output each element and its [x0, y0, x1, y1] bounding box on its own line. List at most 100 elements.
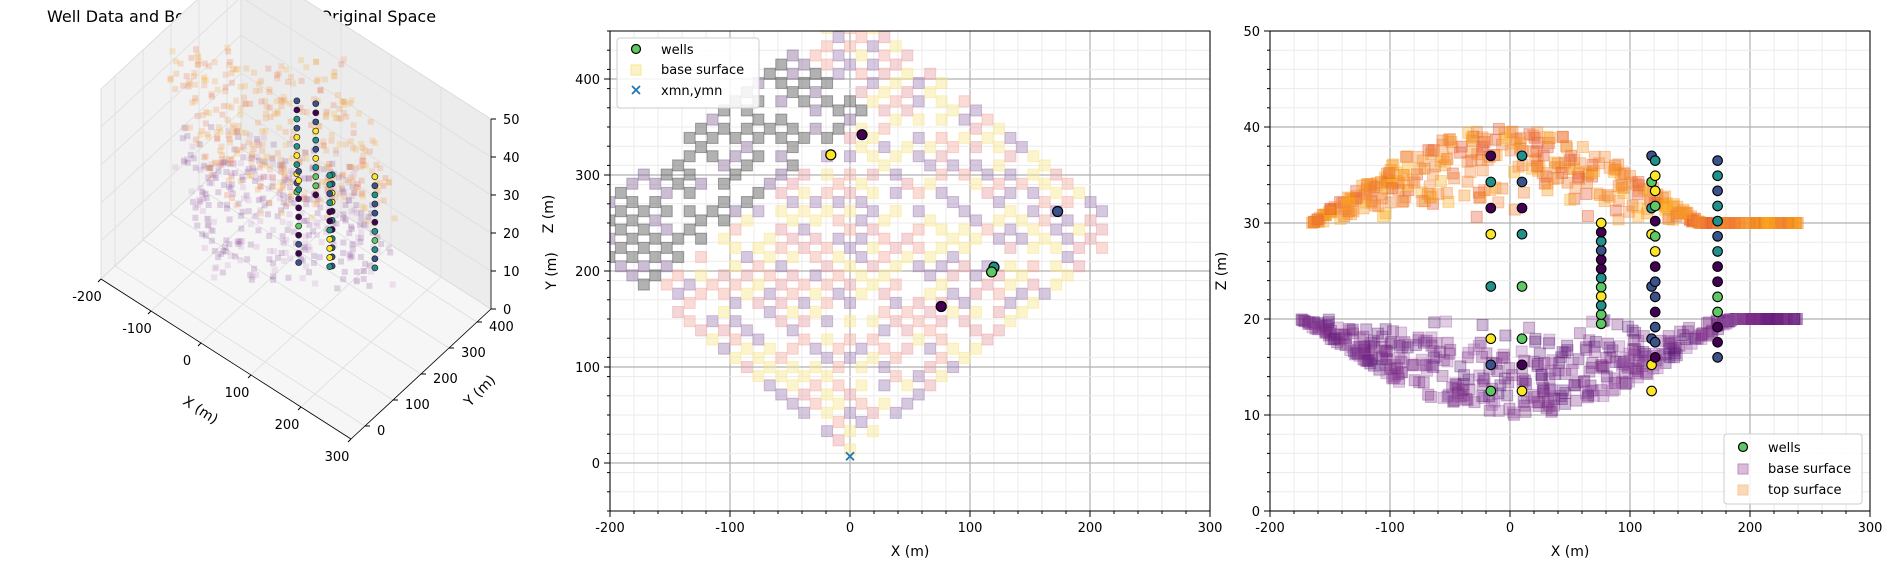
base-surface-marker [1365, 353, 1378, 366]
top-surface-marker [332, 115, 339, 122]
top-surface-marker [1568, 153, 1581, 166]
top-surface-marker [222, 84, 229, 91]
top-surface-marker [281, 171, 288, 178]
top-surface-marker [1386, 182, 1399, 195]
base-surface-marker [1784, 313, 1797, 325]
base-surface-marker [1050, 223, 1063, 236]
base-surface-marker [912, 388, 925, 401]
top-surface-marker [207, 165, 214, 172]
base-surface-marker [695, 269, 708, 282]
base-surface-marker [786, 122, 799, 135]
top-surface-marker [1399, 191, 1412, 204]
base-surface-marker [935, 223, 948, 236]
base-surface-marker [637, 205, 650, 218]
top-surface-marker [1426, 197, 1439, 210]
top-surface-marker [1397, 195, 1410, 208]
top-surface-marker [287, 73, 294, 80]
top-surface-marker [1687, 214, 1700, 227]
grid-line [100, 110, 492, 272]
base-surface-marker [353, 268, 360, 275]
base-surface-marker [232, 169, 239, 176]
base-surface-marker [992, 196, 1005, 209]
base-surface-marker [223, 248, 230, 255]
base-surface-marker [1395, 326, 1408, 339]
base-surface-marker [1424, 390, 1437, 403]
base-surface-marker [912, 315, 925, 328]
base-surface-marker [958, 241, 971, 254]
base-surface-marker [1344, 324, 1357, 337]
top-surface-marker [1632, 175, 1645, 188]
top-surface-marker [183, 125, 190, 132]
base-surface-marker [821, 76, 834, 89]
base-surface-marker [970, 287, 983, 300]
well-marker [295, 177, 302, 184]
base-surface-marker [1365, 336, 1378, 349]
top-surface-marker [359, 203, 366, 210]
base-surface-marker [763, 269, 776, 282]
base-surface-marker [287, 140, 294, 147]
base-surface-marker [349, 246, 356, 253]
base-surface-marker [1753, 313, 1766, 325]
base-surface-marker [1515, 345, 1528, 358]
base-surface-marker [1555, 351, 1568, 364]
base-surface-marker [1561, 339, 1574, 352]
base-surface-marker [237, 257, 244, 264]
base-surface-marker [1772, 313, 1785, 325]
base-surface-marker [224, 205, 231, 212]
base-surface-marker [855, 104, 868, 117]
base-surface-marker [187, 151, 194, 158]
base-surface-marker [878, 269, 891, 282]
base-surface-marker [992, 324, 1005, 337]
base-surface-marker [346, 251, 353, 258]
base-surface-marker [1784, 313, 1797, 325]
well-marker [1595, 263, 1607, 275]
base-surface-marker [786, 141, 799, 154]
well-marker [295, 250, 302, 257]
top-surface-marker [213, 106, 220, 113]
base-surface-marker [786, 269, 799, 282]
well-marker [985, 266, 998, 278]
base-surface-marker [1622, 361, 1635, 374]
top-surface-marker [1746, 217, 1759, 229]
base-surface-marker [1668, 344, 1681, 357]
top-surface-marker [201, 74, 208, 81]
base-surface-marker [231, 146, 238, 153]
base-surface-marker [1760, 313, 1773, 325]
base-surface-marker [717, 214, 730, 227]
base-surface-marker [729, 296, 742, 309]
top-surface-marker [1609, 204, 1622, 217]
top-surface-marker [1541, 130, 1554, 143]
base-surface-marker [1343, 323, 1356, 336]
base-surface-marker [305, 175, 312, 182]
top-surface-marker [345, 163, 352, 170]
top-surface-marker [334, 92, 341, 99]
top-surface-marker [339, 172, 346, 179]
top-surface-marker [1510, 133, 1523, 146]
base-surface-marker [351, 189, 358, 196]
base-surface-marker [1084, 232, 1097, 245]
top-surface-marker [1768, 217, 1781, 229]
base-surface-marker [752, 296, 765, 309]
base-surface-marker [1498, 351, 1511, 364]
top-surface-marker [1341, 191, 1354, 204]
top-surface-marker [1541, 177, 1554, 190]
base-surface-marker [276, 162, 283, 169]
top-surface-marker [1362, 188, 1375, 201]
base-surface-marker [227, 252, 234, 259]
z-tick-label: 20 [503, 227, 520, 242]
top-surface-marker [1659, 190, 1672, 203]
top-surface-marker [326, 164, 333, 171]
top-surface-marker [1380, 174, 1393, 187]
base-surface-marker [717, 159, 730, 172]
base-surface-marker [1701, 329, 1714, 342]
base-surface-marker [237, 238, 244, 245]
top-surface-marker [324, 163, 331, 170]
base-surface-marker [353, 278, 360, 285]
base-surface-marker [649, 232, 662, 245]
base-surface-marker [1498, 372, 1511, 385]
base-surface-marker [1789, 313, 1802, 325]
base-surface-marker [1319, 324, 1332, 337]
base-surface-marker [706, 131, 719, 144]
top-surface-marker [1379, 171, 1392, 184]
top-surface-marker [211, 59, 218, 66]
